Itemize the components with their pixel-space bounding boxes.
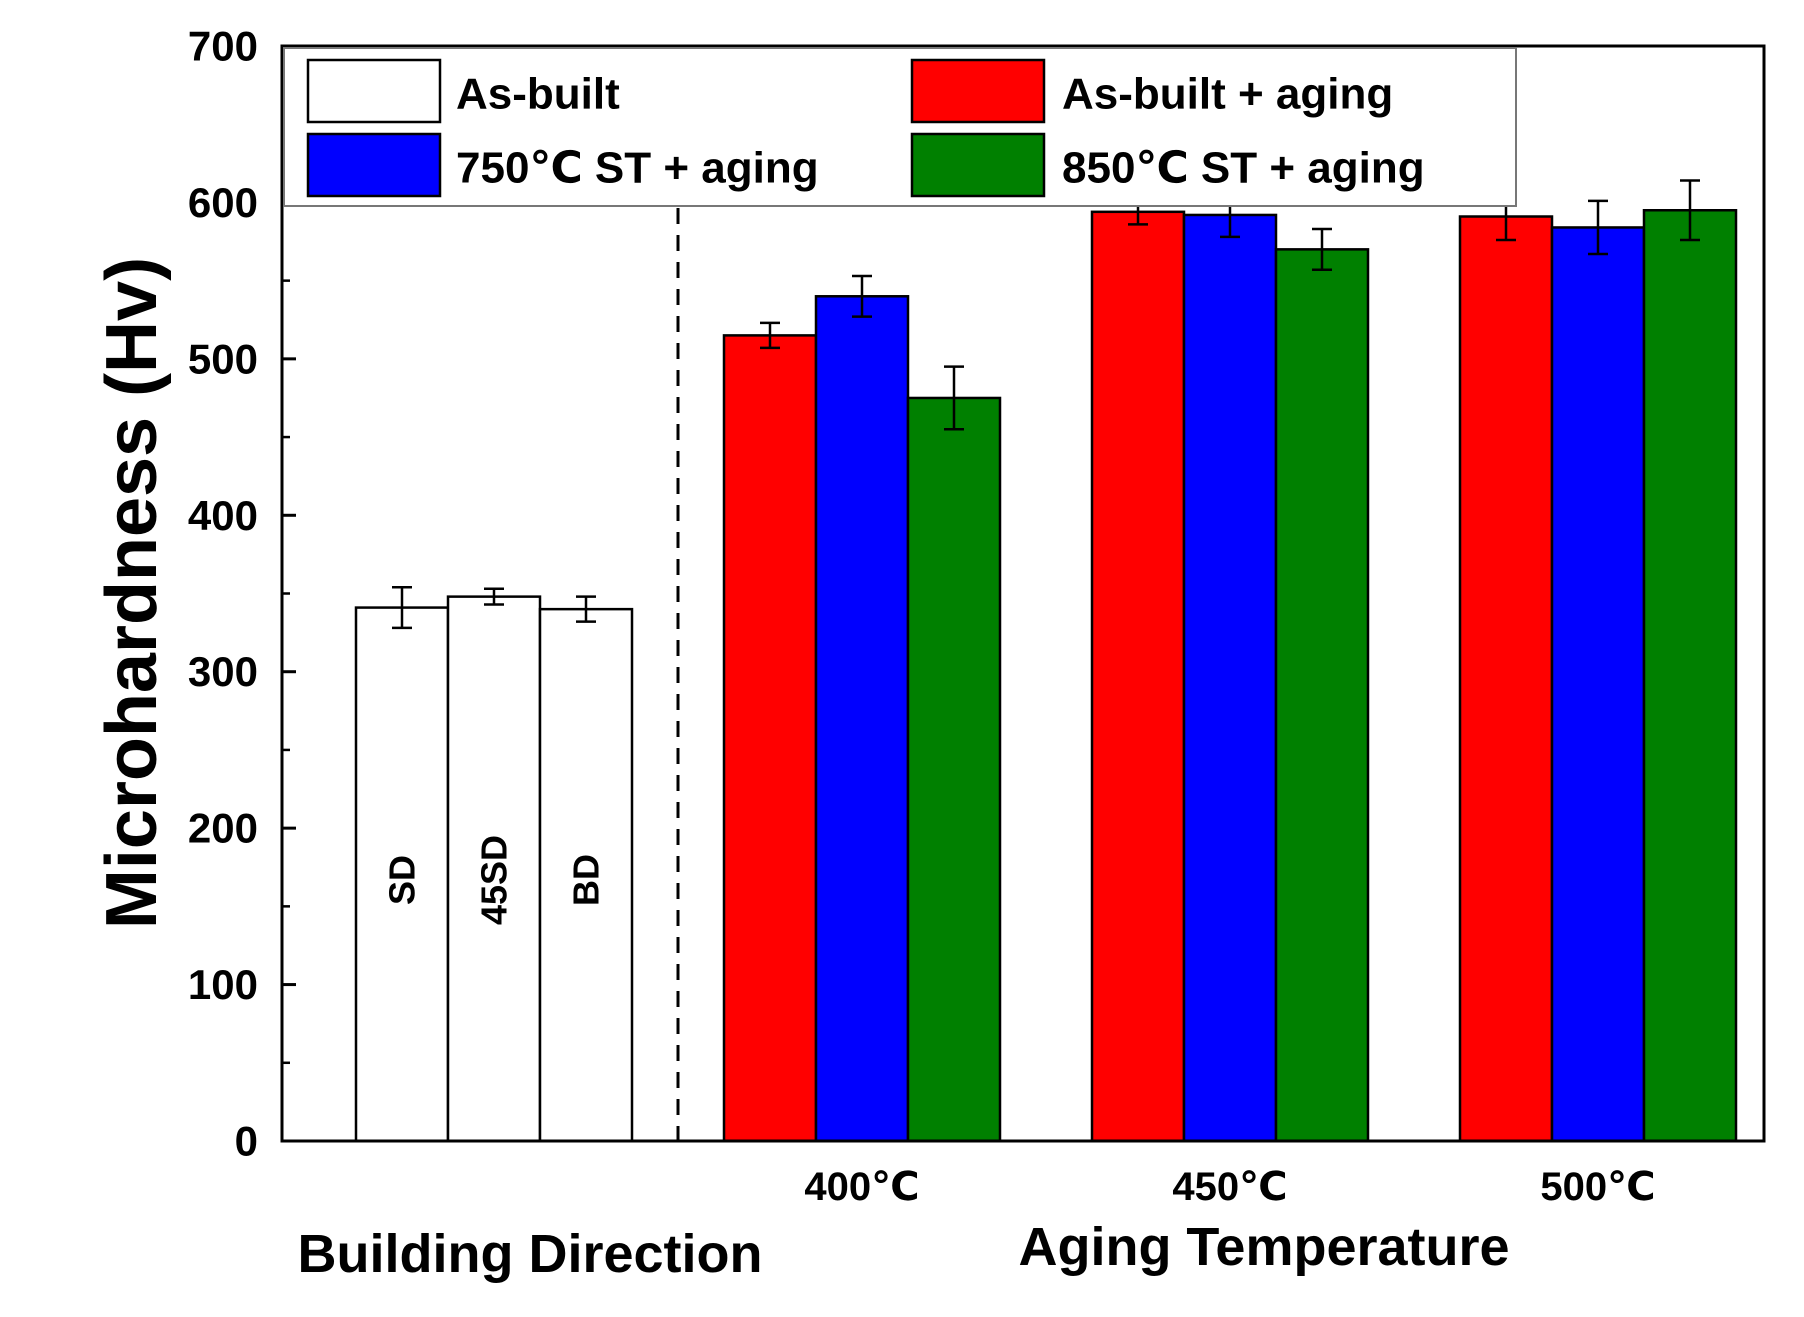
y-tick-label: 0 [235,1118,258,1165]
x-tick-label-450: 450℃ [1172,1165,1287,1209]
bar-400-series-2 [814,295,910,1143]
legend-label-750-st-aging: 750℃ ST + aging [456,144,819,193]
bar-400-series-1-error-bar [760,321,780,350]
bar-asbuilt-sd [354,606,450,1143]
x-tick-label-500: 500℃ [1540,1165,1655,1209]
bar-500-series-3-error-bar [1680,179,1700,242]
y-tick-label: 500 [188,335,258,382]
bar-asbuilt-sd-error-bar [392,585,412,630]
bar-500-series-3 [1642,209,1738,1143]
bar-asbuilt-45sd [446,595,542,1143]
x-group-title-building-direction: Building Direction [298,1224,763,1284]
legend-label-850-st-aging: 850℃ ST + aging [1062,144,1425,193]
bar-400-series-3-error-bar [944,365,964,431]
bar-500-series-2-error-bar [1588,199,1608,256]
legend-swatch-as-built [306,58,442,124]
legend-label-as-built-aging: As-built + aging [1062,70,1393,119]
y-tick-label: 400 [188,492,258,539]
bar-450-series-2 [1182,213,1278,1143]
legend-box [283,47,1517,207]
y-tick-label: 200 [188,805,258,852]
x-tick-label-400: 400℃ [804,1165,919,1209]
bar-label-bd: BD [566,854,607,906]
legend-swatch-850-st-aging [910,132,1046,198]
bar-label-sd: SD [382,855,423,905]
y-axis-title: Microhardness (Hv) [92,257,172,929]
y-tick-label: 300 [188,648,258,695]
bar-450-series-1 [1090,210,1186,1143]
x-group-title-aging-temperature: Aging Temperature [1018,1217,1509,1277]
y-tick-label: 600 [188,179,258,226]
bar-asbuilt-45sd-error-bar [484,587,504,606]
bar-label-45sd: 45SD [474,835,515,925]
legend-swatch-as-built-aging [910,58,1046,124]
bar-450-series-3-error-bar [1312,227,1332,271]
y-tick-label: 100 [188,961,258,1008]
legend-label-as-built: As-built [456,70,620,119]
bar-500-series-1 [1458,215,1554,1143]
bar-500-series-2 [1550,226,1646,1143]
legend-swatch-750-st-aging [306,132,442,198]
bar-400-series-3 [906,396,1002,1143]
y-tick-label: 700 [188,23,258,70]
bar-400-series-2-error-bar [852,274,872,318]
bar-asbuilt-bd-error-bar [576,595,596,623]
bar-400-series-1 [722,334,818,1143]
bar-450-series-3 [1274,248,1370,1143]
